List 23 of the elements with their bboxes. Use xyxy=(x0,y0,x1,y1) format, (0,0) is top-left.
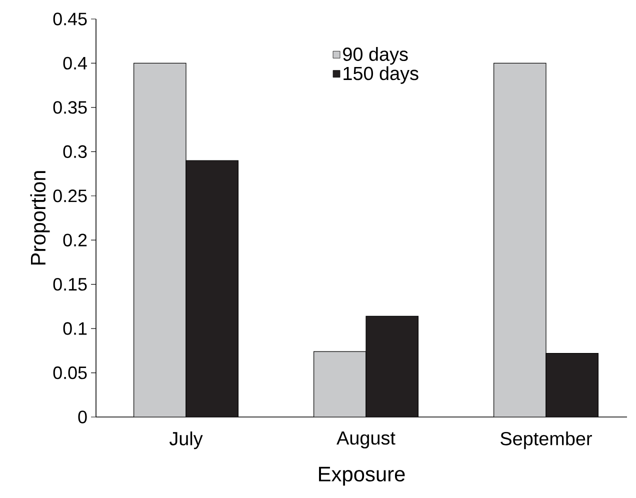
bar xyxy=(314,351,366,417)
y-tick-label: 0.35 xyxy=(53,101,87,114)
bar xyxy=(186,160,239,417)
legend-label: 90 days xyxy=(343,47,408,65)
x-tick-label: July xyxy=(169,431,203,450)
y-tick-label: 0.05 xyxy=(53,366,87,380)
y-tick-label: 0.4 xyxy=(63,56,87,70)
y-tick-label: 0.45 xyxy=(53,12,87,26)
bar xyxy=(494,62,546,417)
y-axis-title: Proportion xyxy=(30,171,50,265)
y-tick-label: 0.2 xyxy=(63,234,87,246)
y-tick-label: 0.1 xyxy=(63,322,87,335)
bar xyxy=(546,353,599,417)
x-tick-label: August xyxy=(336,431,396,448)
x-tick-label: September xyxy=(500,431,592,450)
y-tick-label: 0.25 xyxy=(53,190,87,202)
y-tick-label: 0.3 xyxy=(63,145,87,158)
x-axis-title: Exposure xyxy=(319,466,405,486)
legend-label: 150 days xyxy=(344,66,418,84)
y-tick-label: 0 xyxy=(78,410,87,424)
bar xyxy=(134,62,186,417)
y-tick-label: 0.15 xyxy=(53,278,87,291)
bar xyxy=(366,316,419,417)
